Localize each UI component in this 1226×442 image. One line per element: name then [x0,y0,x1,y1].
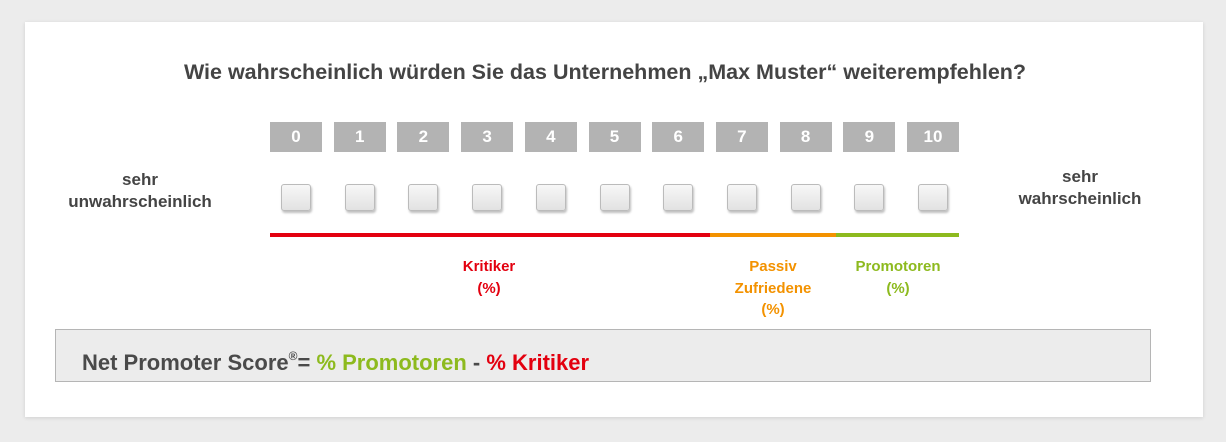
promoters-label-line1: Promotoren [855,258,941,275]
critics-label-line1: Kritiker [462,258,516,275]
right-label-line2: wahrscheinlich [1018,189,1142,208]
scale-number-7: 7 [715,122,768,152]
rating-checkbox-9[interactable] [854,184,885,211]
critics-label: Kritiker (%) [409,256,569,299]
passive-label-line2: Zufriedene [734,279,812,297]
question-title: Wie wahrscheinlich würden Sie das Untern… [183,60,1027,84]
passive-label-line1: Passiv [749,258,797,275]
scale-number-2: 2 [397,122,450,152]
scale-number-8: 8 [779,122,832,152]
passive-bar [710,233,836,237]
scale-number-5: 5 [588,122,641,152]
left-scale-label: sehr unwahrscheinlich [40,169,240,213]
rating-checkbox-2[interactable] [408,184,439,211]
formula-minus: - [466,350,487,375]
promoters-label-line2: (%) [886,279,910,297]
rating-checkbox-3[interactable] [472,184,503,211]
left-label-line1: sehr [122,170,158,189]
right-label-line1: sehr [1062,167,1098,186]
promoters-bar [836,233,959,237]
rating-checkbox-8[interactable] [790,184,821,211]
rating-checkbox-0[interactable] [281,184,311,211]
rating-checkbox-4[interactable] [535,184,566,211]
promoters-label: Promotoren (%) [818,256,978,299]
nps-formula-box: Net Promoter Score®= % Promotoren - % Kr… [55,329,1151,382]
rating-checkbox-1[interactable] [344,184,375,211]
scale-number-4: 4 [524,122,577,152]
passive-label: Passiv Zufriedene (%) [693,256,853,321]
scale-number-1: 1 [333,122,386,152]
formula-equals: = [297,350,317,375]
rating-checkbox-6[interactable] [663,184,694,211]
formula-prefix: Net Promoter Score [82,350,289,375]
scale-number-10: 10 [907,122,959,152]
left-label-line2: unwahrscheinlich [68,192,212,211]
passive-label-line3: (%) [761,301,785,318]
scale-number-3: 3 [461,122,514,152]
critics-label-line2: (%) [477,279,501,297]
formula-promoters: % Promotoren [316,350,467,375]
scale-number-9: 9 [843,122,896,152]
registered-mark: ® [288,349,298,363]
rating-checkbox-5[interactable] [599,184,630,211]
right-scale-label: sehr wahrscheinlich [980,166,1180,210]
scale-number-6: 6 [652,122,705,152]
rating-checkbox-10[interactable] [918,184,948,211]
rating-checkbox-7[interactable] [726,184,757,211]
critics-bar [270,233,710,237]
formula-critics: % Kritiker [486,350,590,375]
scale-number-0: 0 [270,122,322,152]
